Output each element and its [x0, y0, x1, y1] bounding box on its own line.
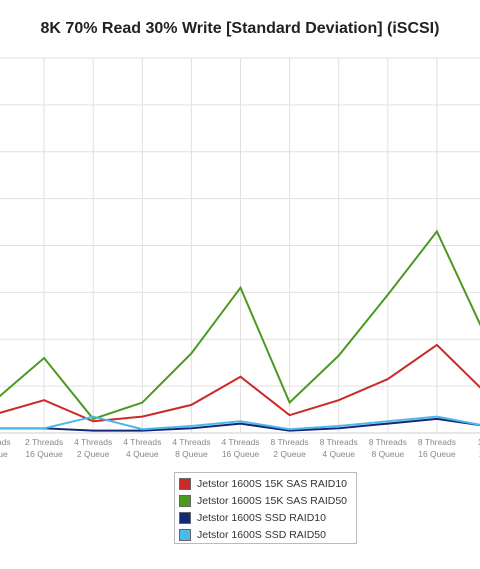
x-tick-label: Queue [0, 449, 8, 459]
series-line-1 [0, 343, 480, 423]
x-tick-label: 16 Queue [222, 449, 260, 459]
legend-label: Jetstor 1600S SSD RAID50 [197, 528, 326, 541]
x-tick-label: 4 Threads [221, 437, 259, 447]
legend: Jetstor 1600S 15K SAS RAID10 Jetstor 1600… [174, 472, 357, 544]
legend-item: Jetstor 1600S 15K SAS RAID50 [179, 492, 352, 509]
x-tick-label: 8 Threads [320, 437, 358, 447]
legend-swatch [179, 511, 191, 524]
x-tick-label: 8 Threads [418, 437, 456, 447]
x-tick-label: 8 Threads [369, 437, 407, 447]
legend-swatch [179, 477, 191, 490]
legend-label: Jetstor 1600S SSD RAID10 [197, 511, 326, 524]
x-tick-label: 4 Queue [322, 449, 355, 459]
legend-swatch [179, 528, 191, 541]
x-tick-label: 4 Queue [126, 449, 159, 459]
x-tick-label: 2 Threads [25, 437, 63, 447]
series-line-4 [0, 415, 480, 431]
x-axis-tick-labels: Threads Queue 2 Threads 16 Queue 4 Threads 2 … [0, 437, 480, 459]
legend-item: Jetstor 1600S SSD RAID50 [179, 526, 352, 543]
series-lines [0, 229, 480, 432]
x-tick-label: 8 Threads [271, 437, 309, 447]
x-tick-label: Threads [0, 437, 11, 447]
x-tick-label: 4 Threads [74, 437, 112, 447]
x-tick-label: 8 Queue [371, 449, 404, 459]
x-tick-label: 4 Threads [123, 437, 161, 447]
legend-label: Jetstor 1600S 15K SAS RAID10 [197, 477, 347, 490]
legend-swatch [179, 494, 191, 507]
x-tick-label: 4 Threads [172, 437, 210, 447]
chart-title: 8K 70% Read 30% Write [Standard Deviatio… [40, 20, 440, 37]
series-line-3 [0, 417, 480, 432]
x-tick-label: 2 Queue [77, 449, 110, 459]
series-line-2 [0, 229, 480, 421]
x-tick-label: 16 Queue [25, 449, 63, 459]
x-tick-label: 8 Queue [175, 449, 208, 459]
x-tick-label: 16 T [478, 437, 480, 447]
x-tick-label: 2 Queue [273, 449, 306, 459]
legend-item: Jetstor 1600S 15K SAS RAID10 [179, 475, 352, 492]
legend-item: Jetstor 1600S SSD RAID10 [179, 509, 352, 526]
legend-label: Jetstor 1600S 15K SAS RAID50 [197, 494, 347, 507]
grid [0, 57, 480, 434]
x-tick-label: 16 Queue [418, 449, 456, 459]
